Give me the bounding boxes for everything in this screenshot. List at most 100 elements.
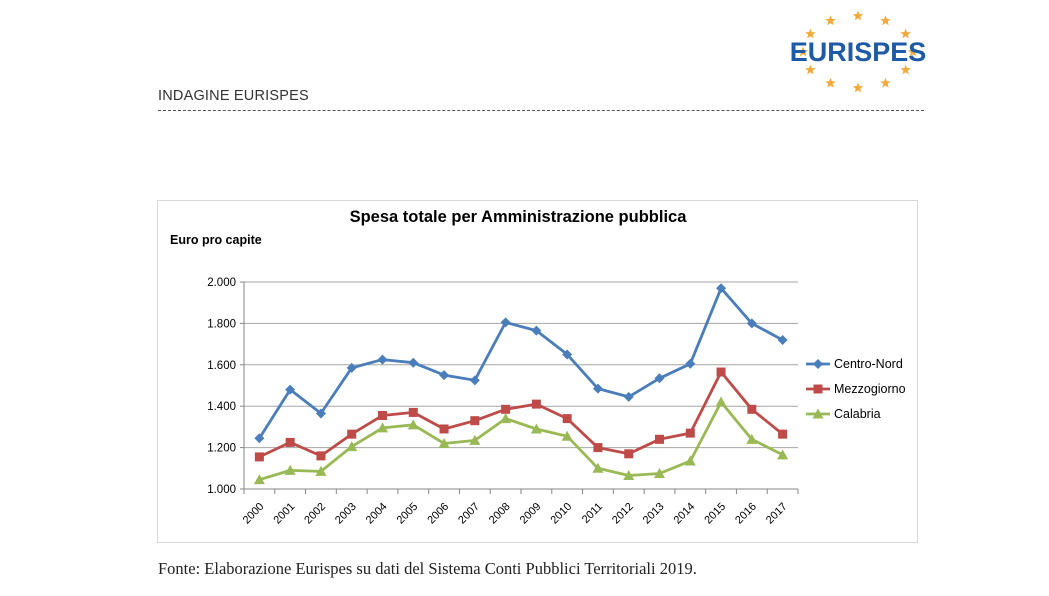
logo-stars bbox=[797, 10, 919, 93]
y-tick-label: 1.800 bbox=[207, 318, 236, 330]
data-point-centro-nord bbox=[777, 334, 788, 345]
data-point-centro-nord bbox=[469, 375, 480, 386]
data-point-centro-nord bbox=[285, 384, 296, 395]
data-point-mezzogiorno bbox=[470, 416, 480, 426]
logo-text: EURISPES bbox=[790, 37, 927, 67]
data-point-centro-nord bbox=[592, 383, 603, 394]
data-point-calabria bbox=[407, 419, 419, 430]
data-point-mezzogiorno bbox=[501, 404, 511, 414]
logo-star-icon bbox=[805, 28, 816, 39]
data-point-mezzogiorno bbox=[685, 428, 695, 438]
data-point-mezzogiorno bbox=[378, 411, 387, 421]
logo-star-icon bbox=[852, 10, 864, 21]
x-tick-label: 2014 bbox=[672, 501, 698, 527]
y-tick-label: 1.000 bbox=[207, 484, 236, 496]
data-point-calabria bbox=[530, 423, 542, 434]
data-point-calabria bbox=[654, 467, 665, 478]
data-point-mezzogiorno bbox=[408, 407, 418, 417]
data-point-centro-nord bbox=[654, 373, 665, 384]
data-point-mezzogiorno bbox=[439, 424, 449, 434]
logo-star-icon bbox=[852, 82, 864, 93]
legend-label-centro-nord: Centro-Nord bbox=[834, 357, 903, 371]
legend-marker-mezzogiorno bbox=[813, 384, 823, 394]
y-tick-label: 2.000 bbox=[207, 277, 236, 289]
x-tick-label: 2017 bbox=[764, 501, 790, 527]
legend-label-calabria: Calabria bbox=[834, 407, 881, 421]
data-point-calabria bbox=[284, 464, 296, 475]
data-point-mezzogiorno bbox=[316, 451, 326, 461]
data-point-calabria bbox=[623, 470, 635, 481]
x-tick-label: 2012 bbox=[610, 501, 636, 527]
data-point-calabria bbox=[715, 396, 727, 407]
data-point-calabria bbox=[377, 422, 388, 433]
data-point-calabria bbox=[777, 449, 789, 460]
data-point-centro-nord bbox=[346, 362, 357, 373]
data-point-centro-nord bbox=[315, 408, 326, 419]
data-point-calabria bbox=[469, 434, 481, 445]
series-line-calabria bbox=[258, 400, 784, 482]
data-point-centro-nord bbox=[408, 357, 419, 368]
legend-marker-calabria bbox=[812, 408, 824, 419]
logo-star-icon bbox=[907, 46, 919, 57]
x-tick-label: 2002 bbox=[302, 501, 328, 527]
source-note: Fonte: Elaborazione Eurispes su dati del… bbox=[158, 559, 697, 578]
data-point-centro-nord bbox=[746, 318, 757, 329]
logo-star-icon bbox=[880, 77, 891, 88]
data-point-mezzogiorno bbox=[624, 449, 634, 459]
data-point-calabria bbox=[746, 433, 758, 444]
data-point-mezzogiorno bbox=[254, 452, 264, 462]
data-point-mezzogiorno bbox=[531, 399, 541, 409]
data-point-centro-nord bbox=[623, 391, 634, 402]
logo-star-icon bbox=[825, 77, 836, 88]
y-tick-label: 1.400 bbox=[207, 401, 236, 413]
y-tick-label: 1.600 bbox=[207, 360, 236, 372]
x-tick-label: 2013 bbox=[641, 501, 667, 527]
x-tick-label: 2000 bbox=[241, 501, 267, 527]
data-point-calabria bbox=[561, 430, 573, 441]
data-point-mezzogiorno bbox=[747, 404, 757, 414]
series-centro-nord bbox=[254, 283, 788, 444]
data-point-mezzogiorno bbox=[593, 443, 603, 453]
data-point-centro-nord bbox=[439, 370, 450, 381]
logo-star-icon bbox=[825, 15, 836, 26]
header-title: INDAGINE EURISPES bbox=[158, 88, 309, 104]
series-mezzogiorno bbox=[254, 367, 788, 462]
data-point-centro-nord bbox=[716, 283, 727, 294]
data-point-calabria bbox=[253, 474, 265, 485]
logo-star-icon bbox=[900, 64, 911, 75]
data-point-mezzogiorno bbox=[655, 434, 664, 444]
x-tick-label: 2016 bbox=[733, 501, 759, 527]
x-tick-label: 2009 bbox=[518, 501, 544, 527]
series-calabria bbox=[253, 396, 789, 485]
logo-star-icon bbox=[900, 28, 911, 39]
chart-frame bbox=[157, 200, 918, 543]
chart-title: Spesa totale per Amministrazione pubblic… bbox=[350, 208, 688, 226]
data-point-mezzogiorno bbox=[562, 414, 572, 424]
legend-marker-centro-nord bbox=[813, 359, 823, 369]
data-point-calabria bbox=[500, 413, 512, 424]
x-tick-label: 2007 bbox=[456, 501, 482, 527]
x-tick-label: 2008 bbox=[487, 501, 513, 527]
data-point-calabria bbox=[684, 455, 696, 466]
x-tick-label: 2015 bbox=[702, 501, 728, 527]
y-tick-label: 1.200 bbox=[207, 443, 236, 455]
series-line-centro-nord bbox=[258, 286, 784, 440]
data-point-mezzogiorno bbox=[285, 437, 295, 447]
data-point-centro-nord bbox=[531, 325, 542, 336]
x-tick-label: 2004 bbox=[364, 501, 390, 527]
data-point-mezzogiorno bbox=[778, 429, 788, 439]
data-point-calabria bbox=[315, 465, 327, 476]
x-tick-label: 2011 bbox=[580, 501, 605, 526]
x-tick-label: 2001 bbox=[271, 501, 297, 527]
data-point-mezzogiorno bbox=[347, 429, 357, 439]
x-tick-label: 2005 bbox=[395, 501, 421, 527]
series-layer bbox=[253, 283, 789, 485]
data-point-calabria bbox=[592, 462, 604, 473]
x-tick-label: 2003 bbox=[333, 501, 359, 527]
data-point-mezzogiorno bbox=[716, 367, 726, 377]
logo-star-icon bbox=[805, 64, 816, 75]
legend: Centro-Nord Mezzogiorno Calabria bbox=[806, 357, 906, 421]
data-point-centro-nord bbox=[377, 354, 388, 365]
y-axis-label: Euro pro capite bbox=[170, 233, 262, 247]
